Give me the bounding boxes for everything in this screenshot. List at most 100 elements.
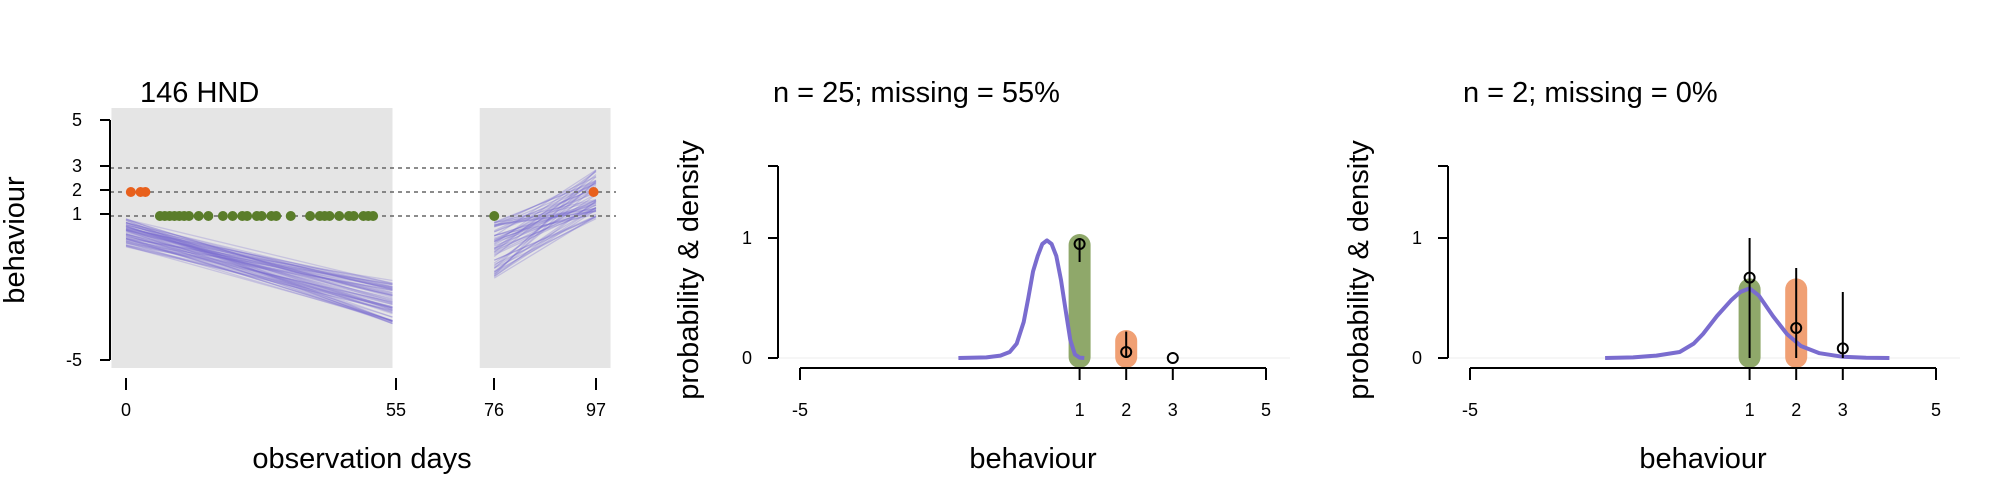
panel-2: 1 0 -5 1 2 3 5 n = 25; missing = 55% beh…: [673, 77, 1290, 475]
p1-y-axis: [100, 119, 111, 361]
p1-trajectory-line: [125, 235, 393, 308]
p1-trajectory-line: [125, 237, 393, 286]
p1-trajectory-line: [493, 170, 597, 245]
p2-x-tick-label: 1: [1075, 400, 1085, 420]
p1-point-green: [348, 211, 359, 221]
p2-bar: [1068, 234, 1091, 368]
p1-trajectory-line: [125, 229, 393, 297]
p1-point-orange: [588, 187, 599, 197]
p1-trajectory-line: [493, 215, 597, 279]
p1-trajectory-line: [493, 193, 597, 251]
p1-trajectory-line: [493, 183, 597, 232]
p2-y-axis-label: probability & density: [673, 140, 705, 400]
p1-trajectory-line: [125, 221, 393, 291]
p1-trajectory-line: [493, 207, 597, 256]
p2-x-tick-label: 3: [1168, 400, 1178, 420]
p1-trajectory-line: [125, 226, 393, 290]
p1-trajectory-line: [125, 245, 393, 322]
p3-x-tick-label: -5: [1462, 400, 1478, 420]
p1-trajectory-line: [493, 190, 597, 246]
p1-trajectory-line: [494, 213, 597, 236]
p1-point-green: [193, 211, 204, 221]
p1-trajectory-line: [125, 219, 393, 323]
p1-trajectory-line: [125, 222, 393, 325]
p1-trajectory-line: [493, 169, 597, 276]
panel-3: 1 0 -5 1 2 3 5 n = 2; missing = 0% behav…: [1343, 77, 1960, 475]
p3-x-tick-labels: -5 1 2 3 5: [1462, 400, 1941, 420]
p3-title: n = 2; missing = 0%: [1463, 77, 1718, 109]
p1-trajectory-line: [125, 228, 393, 284]
p1-trajectory-line: [493, 215, 597, 261]
p1-trajectory-line: [125, 221, 393, 322]
p1-trajectory-line: [493, 175, 597, 227]
p1-trajectory-line: [125, 233, 393, 300]
p1-y-tick-label: 2: [72, 180, 82, 200]
p1-trajectory-line: [493, 182, 597, 227]
p1-point-green: [324, 211, 335, 221]
p1-trajectory-line: [125, 228, 393, 322]
p3-observed-point: [1790, 322, 1803, 334]
p1-trajectory-line: [125, 242, 393, 285]
p1-trajectory-line: [494, 209, 597, 243]
p3-y-tick-label: 1: [1412, 228, 1422, 248]
p1-trajectory-line: [494, 210, 597, 249]
p1-trajectory-line: [125, 241, 393, 323]
p2-observed-point: [1166, 352, 1179, 364]
p1-trajectory-line: [125, 240, 393, 311]
p1-trajectory-line: [125, 244, 393, 308]
p3-observed-point: [1743, 271, 1756, 284]
p1-trajectory-line: [125, 233, 393, 288]
p1-trajectory-line: [125, 225, 393, 315]
p1-trajectory-line: [125, 240, 393, 309]
p3-x-tick-label: 1: [1745, 400, 1755, 420]
p1-trajectory-line: [125, 219, 393, 303]
p3-x-tick-label: 5: [1931, 400, 1941, 420]
p1-trajectory-line: [493, 171, 597, 253]
p1-trajectory-line: [125, 229, 393, 306]
p3-density-curve: [1605, 286, 1890, 360]
p1-point-green: [368, 211, 379, 221]
panel-1: 5 3 2 1 -5 0 55 76 97 146 HND observatio…: [0, 77, 616, 475]
p1-trajectory-line: [125, 246, 393, 309]
p1-trajectory-line: [125, 225, 393, 309]
p2-x-tick-label: -5: [792, 400, 808, 420]
p1-trajectory-line: [494, 199, 597, 228]
p1-point-green: [271, 211, 282, 221]
p1-trajectory-line: [493, 206, 597, 252]
p1-x-axis: [125, 378, 597, 390]
p1-trajectory-line: [493, 216, 597, 273]
p1-trajectory-line: [125, 229, 393, 290]
p1-trajectory-line: [125, 239, 393, 289]
p1-trajectory-line: [493, 216, 597, 261]
p1-trajectory-line: [125, 234, 393, 318]
p1-y-tick-label: -5: [66, 350, 82, 370]
p1-point-orange: [125, 187, 136, 197]
p1-trajectory-line: [125, 242, 393, 303]
p3-y-axis-label: probability & density: [1343, 140, 1375, 400]
p1-trajectory-line: [125, 238, 393, 308]
p1-points: [125, 187, 599, 221]
p1-trajectory-line: [493, 199, 597, 253]
p1-trajectory-line: [125, 243, 393, 291]
p1-trajectory-line: [125, 218, 393, 285]
p1-trajectory-line: [494, 188, 597, 228]
p3-x-axis: [1469, 367, 1937, 380]
p1-trajectory-line: [493, 218, 597, 269]
p1-x-tick-label: 76: [484, 400, 504, 420]
p2-density-curve: [958, 238, 1085, 360]
p1-trajectory-line: [494, 201, 597, 237]
p1-trajectory-line: [125, 245, 393, 312]
p1-trajectory-line: [125, 219, 393, 325]
p1-trajectory-line: [493, 169, 597, 237]
p1-trajectory-line: [125, 221, 393, 309]
p1-trajectory-line: [494, 203, 597, 237]
p1-trajectory-line: [493, 179, 597, 249]
p1-x-tick-label: 97: [586, 400, 606, 420]
p1-point-green: [285, 211, 296, 221]
p1-y-tick-label: 1: [72, 204, 82, 224]
p1-trajectory-line: [125, 229, 393, 325]
p1-trajectory-line: [493, 187, 597, 233]
p1-shaded-period: [479, 108, 611, 368]
p1-trajectory-line: [125, 237, 393, 306]
p2-x-tick-label: 2: [1121, 400, 1131, 420]
